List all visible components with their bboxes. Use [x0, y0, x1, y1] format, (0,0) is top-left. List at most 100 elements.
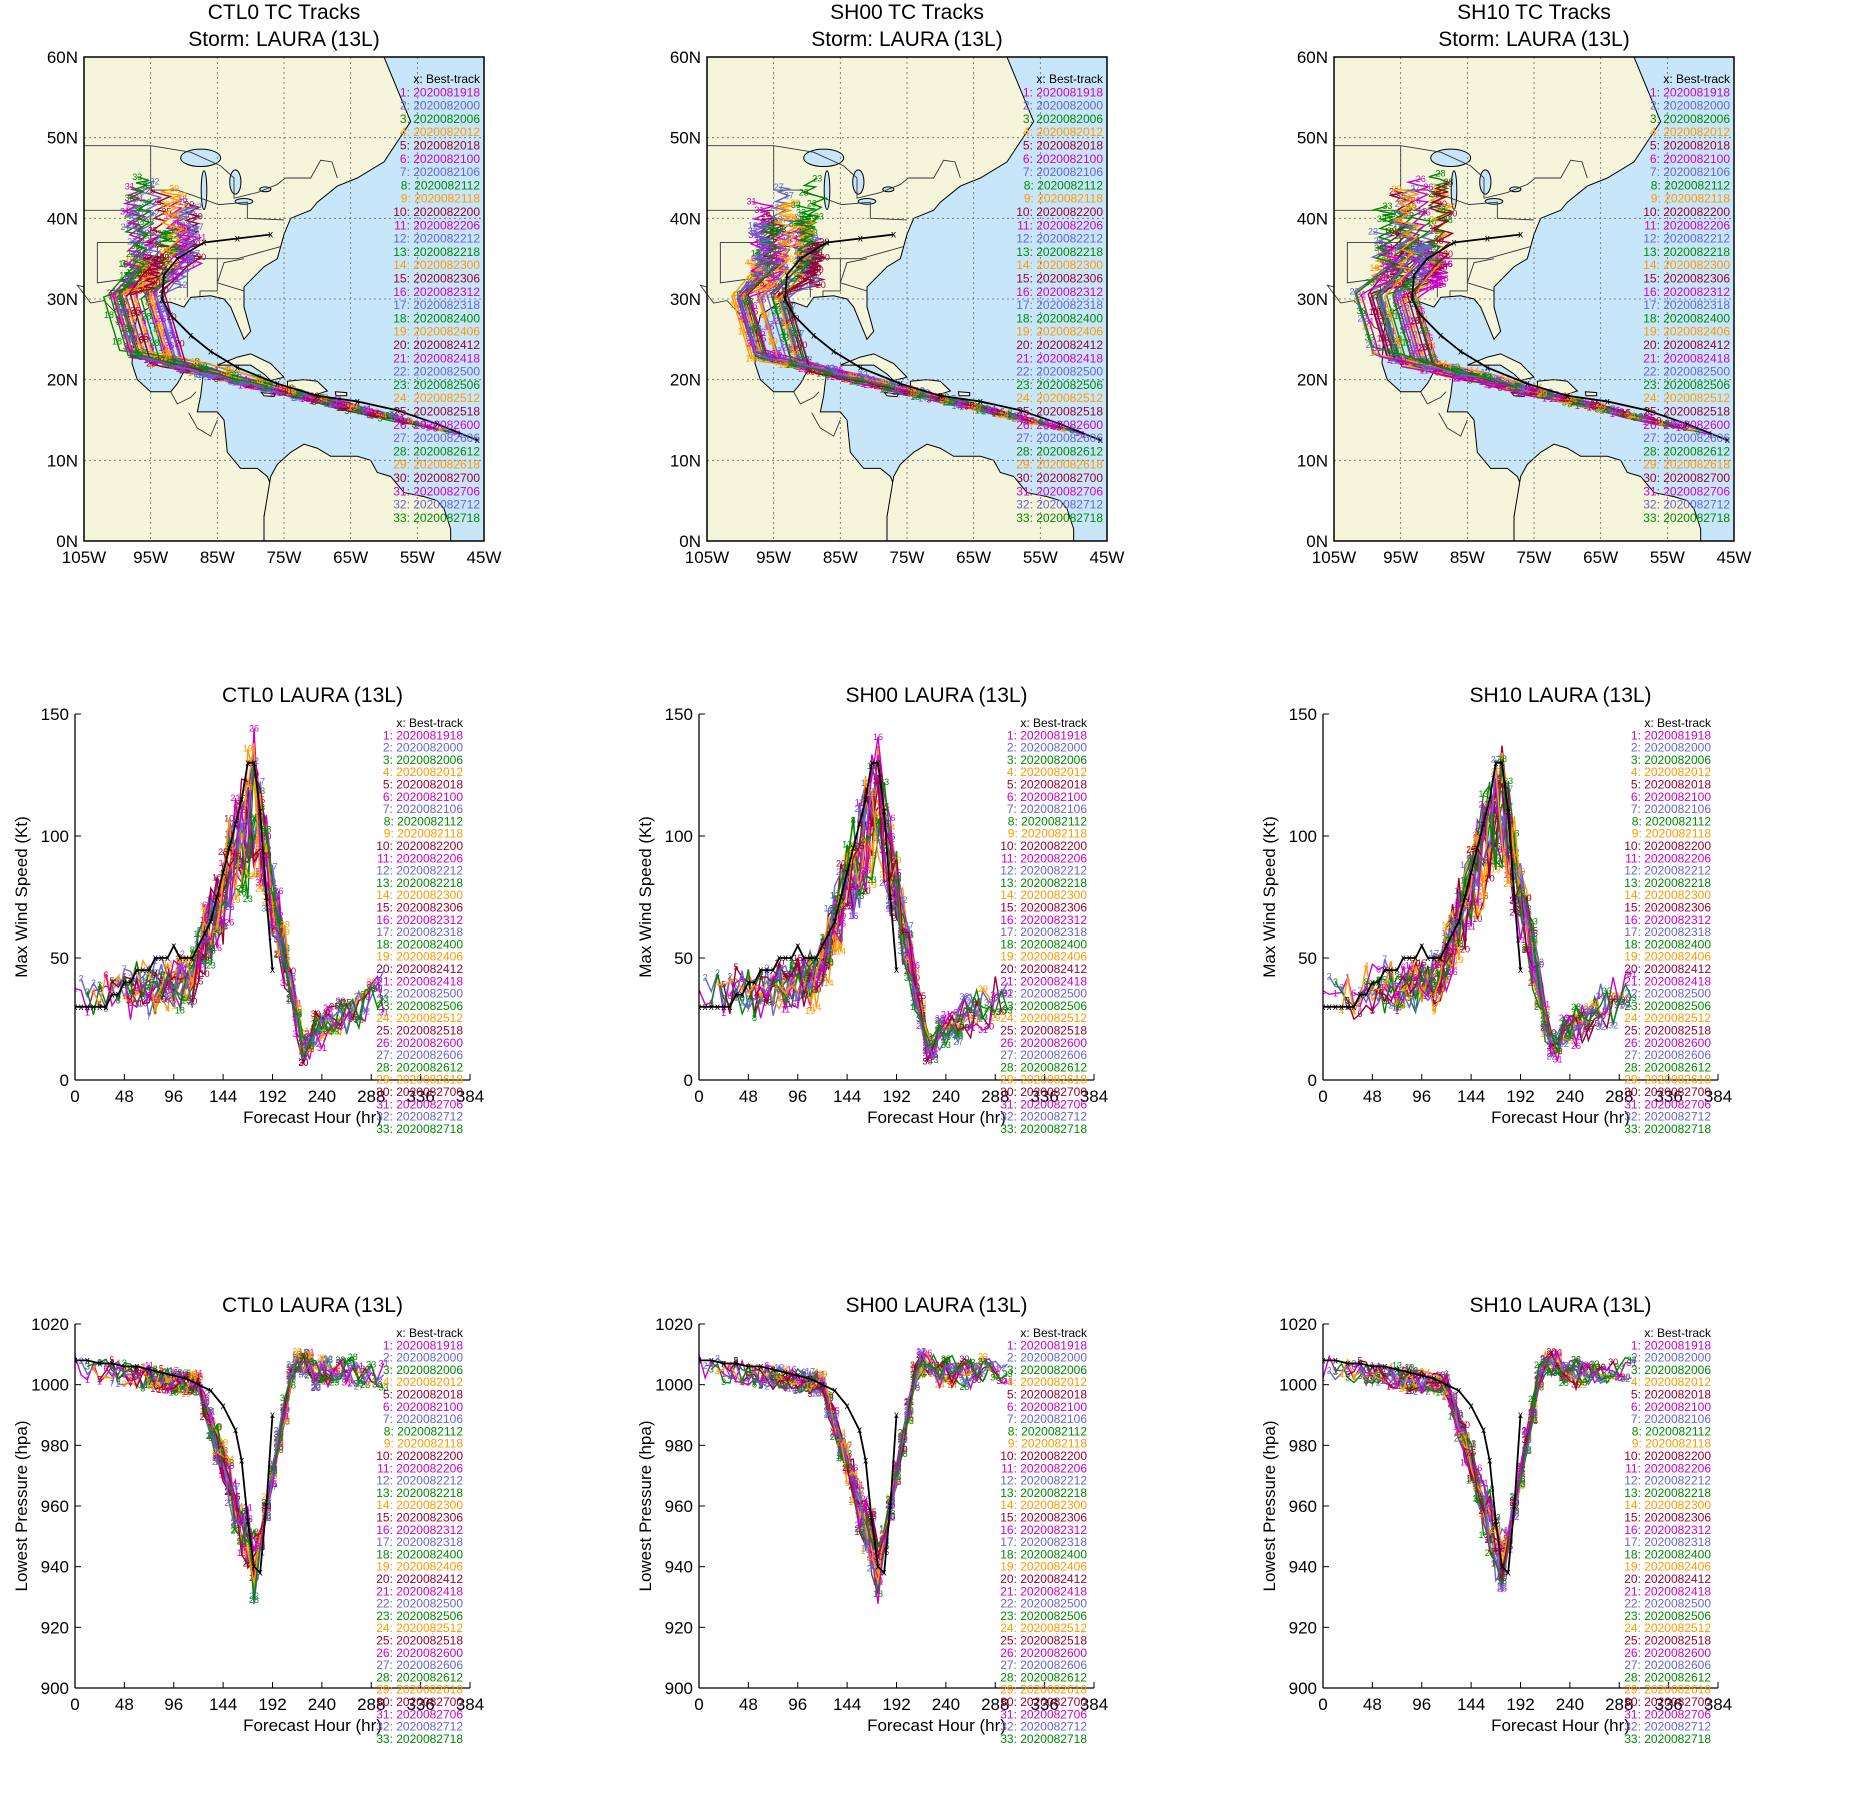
series-marker-16: 16	[237, 802, 247, 812]
series-marker-28: 28	[861, 835, 871, 845]
map-track-marker-3: 3	[121, 258, 126, 268]
best-track-marker: x	[709, 1355, 714, 1366]
best-track-marker: x	[820, 941, 825, 952]
map-track-marker-28: 28	[142, 312, 152, 322]
series-marker-28: 28	[873, 816, 883, 826]
map-track-marker-33: 33	[886, 382, 896, 392]
series-marker-30: 30	[996, 1376, 1006, 1386]
pressure-legend-entry-6: 6: 2020082100	[383, 1400, 463, 1414]
series-marker-14: 14	[1398, 983, 1408, 993]
series-marker-27: 27	[854, 804, 864, 814]
series-marker-4: 4	[190, 973, 195, 983]
map-legend-entry-20: 20: 2020082412	[393, 338, 480, 352]
series-marker-17: 17	[854, 1486, 864, 1496]
series-marker-33: 33	[1528, 935, 1538, 945]
series-marker-30: 30	[1546, 1349, 1556, 1359]
best-track-marker: x	[85, 1355, 90, 1366]
map-track-marker-16: 16	[1439, 273, 1449, 283]
series-marker-18: 18	[175, 1385, 185, 1395]
map-track-marker-4: 4	[1403, 295, 1408, 305]
pressure-legend-entry-14: 14: 2020082300	[1000, 1498, 1087, 1512]
pressure-legend-entry-3: 3: 2020082006	[1007, 1363, 1087, 1377]
map-frame	[706, 56, 1108, 542]
series-marker-25: 25	[1590, 1019, 1600, 1029]
series-marker-7: 7	[795, 1377, 800, 1387]
map-track-marker-32: 32	[1423, 267, 1433, 277]
series-marker-28: 28	[261, 825, 271, 835]
map-track-marker-22: 22	[1580, 399, 1590, 409]
wind-legend-entry-14: 14: 2020082300	[1000, 888, 1087, 902]
series-marker-1: 1	[1370, 1360, 1375, 1370]
wind-legend-entry-17: 17: 2020082318	[376, 925, 463, 939]
series-marker-32: 32	[922, 1036, 932, 1046]
series-marker-20: 20	[1460, 1420, 1470, 1430]
map-track-marker-28: 28	[156, 256, 166, 266]
series-marker-25: 25	[1565, 1019, 1575, 1029]
series-marker-2: 2	[91, 978, 96, 988]
series-marker-1: 1	[85, 1007, 90, 1017]
series-marker-12: 12	[774, 1362, 784, 1372]
wind-legend-entry-27: 27: 2020082606	[1000, 1048, 1087, 1062]
map-boundary-7	[793, 391, 820, 405]
series-marker-2: 2	[1425, 1387, 1430, 1397]
map-y-tick-label: 40N	[47, 209, 78, 228]
series-marker-8: 8	[1401, 1381, 1406, 1391]
series-marker-12: 12	[187, 968, 197, 978]
best-track-marker: x	[1345, 1002, 1350, 1013]
series-marker-16: 16	[1423, 991, 1433, 1001]
series-marker-15: 15	[867, 1507, 877, 1517]
series-marker-33: 33	[280, 1393, 290, 1403]
map-track-marker-33: 33	[796, 227, 806, 237]
series-marker-25: 25	[941, 1018, 951, 1028]
series-marker-11: 11	[231, 869, 240, 879]
series-marker-29: 29	[1491, 1525, 1501, 1535]
series-marker-30: 30	[898, 1444, 908, 1454]
pressure-legend-entry-18: 18: 2020082400	[1624, 1547, 1711, 1561]
map-track-marker-27: 27	[1550, 392, 1560, 402]
series-marker-22: 22	[848, 860, 858, 870]
best-track-marker: x	[1450, 929, 1455, 940]
series-marker-30: 30	[360, 1364, 370, 1374]
series-marker-8: 8	[116, 1374, 121, 1384]
series-marker-31: 31	[953, 1008, 963, 1018]
map-track-marker-28: 28	[769, 218, 779, 228]
map-legend-entry-25: 25: 2020082518	[393, 405, 480, 419]
map-track-marker-29: 29	[776, 238, 786, 248]
map-track-marker-29: 29	[177, 191, 187, 201]
series-marker-32: 32	[1583, 1371, 1593, 1381]
map-panel-ctl0: 1111111111111122222222222222333333333333…	[47, 1, 502, 567]
map-track-marker-18: 18	[1417, 251, 1427, 261]
map-track-marker-1: 1	[1610, 409, 1615, 419]
series-marker-3: 3	[85, 987, 90, 997]
map-legend-entry-14: 14: 2020082300	[393, 258, 480, 272]
wind-legend-entry-8: 8: 2020082112	[384, 814, 464, 828]
map-y-tick-label: 30N	[47, 290, 78, 309]
series-marker-31: 31	[255, 878, 265, 888]
series-marker-32: 32	[1608, 1369, 1618, 1379]
pressure-legend-entry-3: 3: 2020082006	[383, 1363, 463, 1377]
map-track-marker-26: 26	[1406, 233, 1416, 243]
series-marker-1: 1	[1432, 975, 1437, 985]
series-marker-9: 9	[808, 1376, 813, 1386]
series-marker-5: 5	[721, 980, 726, 990]
series-marker-27: 27	[1515, 1469, 1525, 1479]
best-track-marker: x	[764, 965, 769, 976]
series-marker-19: 19	[805, 1381, 815, 1391]
series-marker-21: 21	[1441, 1372, 1451, 1382]
pressure-legend-entry-25: 25: 2020082518	[376, 1634, 463, 1648]
best-track-marker: x	[875, 1562, 880, 1573]
map-track-marker-19: 19	[135, 259, 145, 269]
series-marker-9: 9	[122, 1379, 127, 1389]
series-marker-31: 31	[342, 1378, 352, 1388]
series-marker-22: 22	[824, 1409, 834, 1419]
wind-legend-entry-15: 15: 2020082306	[1000, 901, 1087, 915]
series-marker-18: 18	[898, 1449, 908, 1459]
map-track-32	[736, 223, 897, 389]
series-marker-4: 4	[153, 1005, 158, 1015]
best-track-marker: x	[221, 868, 226, 879]
map-track-marker-15: 15	[806, 259, 816, 269]
series-marker-29: 29	[867, 788, 877, 798]
best-track-marker: x	[1444, 1380, 1449, 1391]
series-marker-12: 12	[762, 976, 772, 986]
series-marker-29: 29	[243, 782, 253, 792]
